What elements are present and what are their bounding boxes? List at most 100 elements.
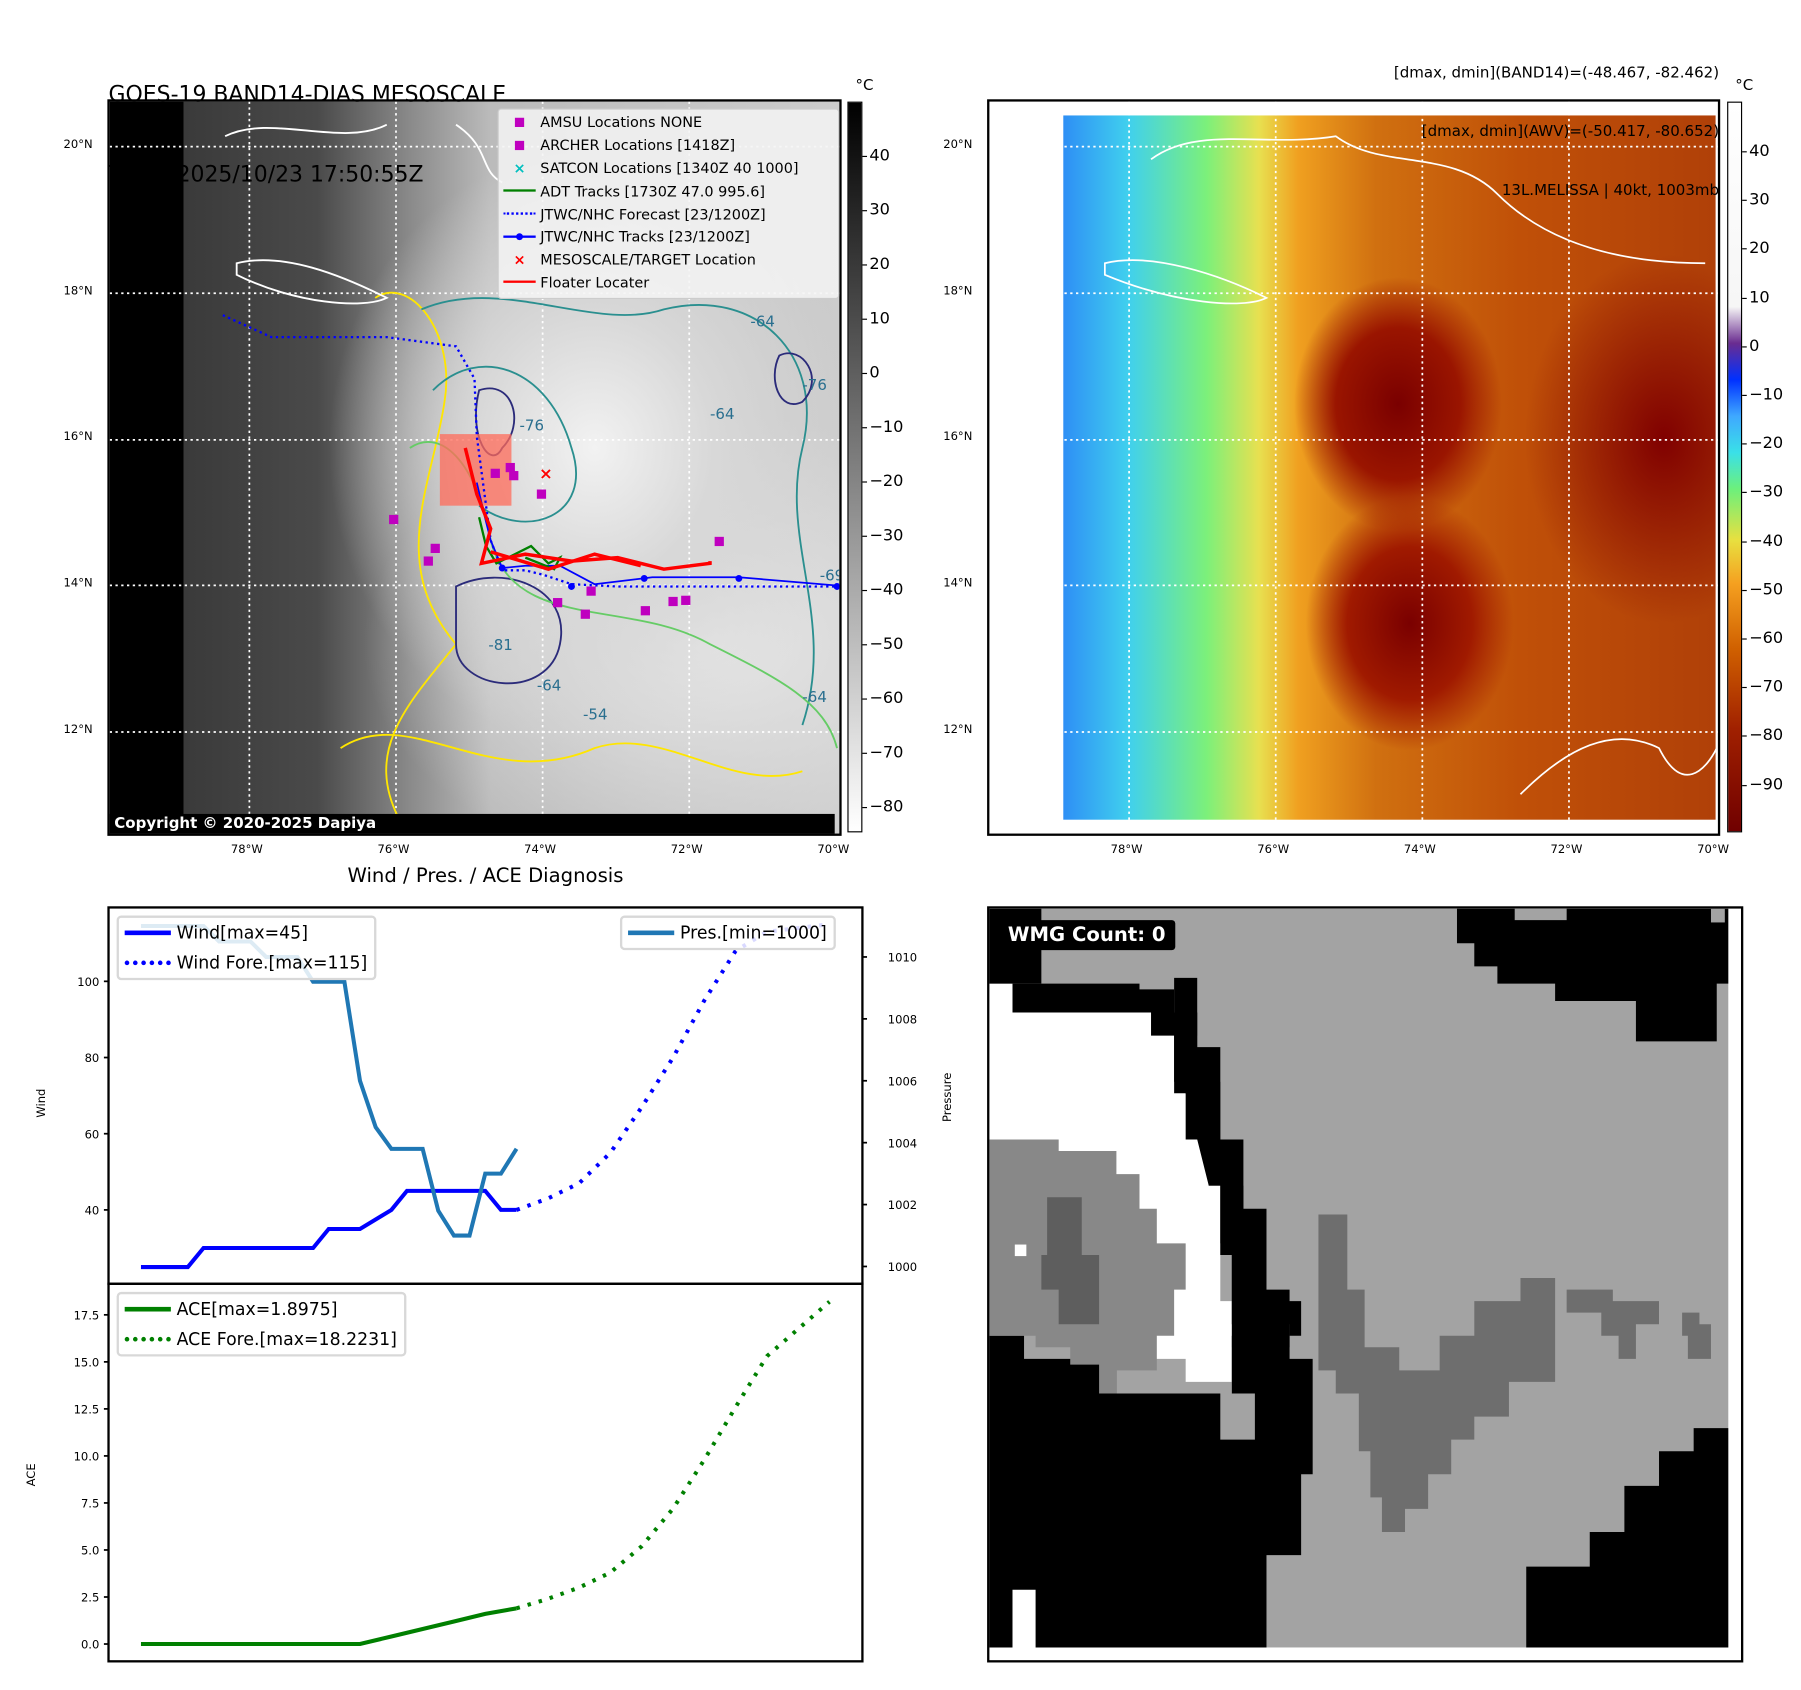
y2-tick-label: 1008: [888, 1012, 917, 1026]
legend-label: JTWC/NHC Tracks [23/1200Z]: [540, 227, 750, 246]
colorbar-tick-label: −40: [1749, 531, 1784, 551]
ir-map-panel: -64 -76 -76 -64 -81 -64 -54 -64 -69 ×: [107, 99, 842, 836]
y-tick-label: 100: [77, 975, 99, 989]
latitude-label: 18°N: [943, 284, 973, 298]
latitude-label: 16°N: [943, 431, 973, 444]
legend-item-ace: ACE[max=1.8975]: [119, 1294, 404, 1324]
colorbar-tick-label: −80: [1749, 726, 1784, 746]
y2-tick-label: 1010: [888, 951, 917, 965]
coastlines: [1103, 135, 1718, 795]
colorbar-tick-mark: [862, 372, 868, 375]
colorbar-tick-label: 40: [1749, 142, 1770, 161]
y-tick-label: 15.0: [74, 1355, 100, 1369]
dotted-line-icon: [119, 960, 177, 966]
colorbar-tick-label: 0: [869, 363, 880, 383]
line-icon: [622, 930, 680, 936]
colorbar-tick-mark: [1742, 589, 1747, 591]
y-tick-label: 12.5: [74, 1403, 100, 1417]
contour-label: -64: [750, 313, 775, 331]
longitude-label: 72°W: [1550, 843, 1583, 857]
contour-label: -69: [820, 567, 842, 585]
colorbar-tick-label: −60: [869, 689, 904, 708]
legend-item-pres: Pres.[min=1000]: [622, 918, 833, 948]
ir-map-overlay: -64 -76 -76 -64 -81 -64 -54 -64 -69 ×: [109, 101, 842, 834]
contour-label: -81: [488, 636, 513, 654]
y-tick-label: 2.5: [81, 1591, 99, 1605]
legend-label: Floater Locater: [540, 273, 650, 291]
colorbar-tick-mark: [1742, 492, 1747, 494]
legend-label: ARCHER Locations [1418Z]: [540, 136, 736, 154]
colorbar-tick-mark: [862, 210, 868, 212]
colorbar-tick-mark: [1742, 297, 1747, 299]
colorbar-tick-mark: [1742, 199, 1747, 202]
awv-imagery: [1063, 115, 1716, 820]
colorbar-tick-label: −40: [869, 580, 904, 600]
y2-tick-label: 1006: [888, 1074, 917, 1088]
ace-legend: ACE[max=1.8975] ACE Fore.[max=18.2231]: [116, 1291, 407, 1357]
colorbar-tick-mark: [862, 155, 868, 158]
colorbar-tick-label: 30: [869, 200, 890, 220]
title-product: GOES-19 BAND14-DIAS MESOSCALE: [108, 81, 507, 108]
band14-range: [dmax, dmin](BAND14)=(-48.467, -82.462): [1393, 64, 1720, 82]
colorbar-tick-label: −20: [1749, 434, 1784, 453]
figure-title: GOES-19 BAND14-DIAS MESOSCALE Time: 2025…: [109, 29, 507, 241]
colorbar-tick-label: 0: [1749, 336, 1760, 356]
colorbar-tick-mark: [862, 589, 868, 592]
latitude-label: 16°N: [63, 431, 93, 444]
colorbar-tick-mark: [1742, 638, 1747, 640]
longitude-label: 74°W: [524, 843, 557, 857]
colorbar-tick-label: 40: [869, 146, 890, 166]
series-line-ace: [140, 1606, 517, 1647]
legend-item-forecast: JTWC/NHC Forecast [23/1200Z]: [499, 202, 838, 225]
legend-label: Wind[max=45]: [176, 922, 308, 944]
legend-item-ace-fore: ACE Fore.[max=18.2231]: [119, 1324, 404, 1354]
latitude-label: 18°N: [63, 284, 93, 298]
contour-label: -76: [802, 376, 827, 394]
diagnosis-title: Wind / Pres. / ACE Diagnosis: [347, 864, 624, 888]
colorbar-tick-label: −10: [869, 417, 904, 437]
wmg-panel: WMG Count: 0: [987, 906, 1744, 1663]
legend-label: MESOSCALE/TARGET Location: [540, 250, 756, 269]
colorbar-tick-label: −20: [869, 472, 904, 491]
right-colorbar-unit: °C: [1735, 77, 1754, 95]
colorbar-tick-mark: [1742, 687, 1747, 689]
legend-label: Wind Fore.[max=115]: [176, 952, 368, 974]
colorbar-tick-mark: [862, 318, 868, 320]
square-marker-icon: [499, 140, 541, 150]
colorbar-tick-mark: [862, 481, 868, 483]
y-tick-label: 80: [85, 1051, 100, 1065]
legend-label: Pres.[min=1000]: [680, 922, 827, 944]
y-tick-label: 7.5: [81, 1497, 99, 1511]
longitude-label: 70°W: [1697, 843, 1730, 857]
line-dot-icon: [499, 233, 541, 240]
series-line-wind-fore-: [515, 922, 830, 1212]
dotted-line-icon: [499, 212, 541, 215]
colorbar-tick-mark: [862, 698, 868, 700]
longitude-label: 76°W: [377, 843, 410, 857]
awv-graticule: [989, 101, 1718, 834]
y-tick-label: 40: [85, 1204, 100, 1218]
colorbar-tick-label: 20: [869, 255, 890, 274]
contour-label: -64: [802, 688, 827, 706]
best-track: [475, 482, 840, 587]
line-icon: [119, 930, 177, 936]
wind-legend: Wind[max=45] Wind Fore.[max=115]: [116, 915, 377, 981]
contour-label: -76: [520, 417, 545, 435]
left-colorbar-unit: °C: [855, 77, 874, 95]
legend-label: ACE[max=1.8975]: [176, 1298, 338, 1320]
colorbar-tick-mark: [1742, 346, 1747, 348]
floater-track: [463, 447, 712, 571]
longitude-label: 76°W: [1257, 843, 1290, 857]
line-icon: [119, 1306, 177, 1312]
latitude-label: 12°N: [943, 723, 973, 737]
storm-status: 13L.MELISSA | 40kt, 1003mb: [1501, 182, 1720, 200]
colorbar-tick-mark: [1742, 540, 1747, 543]
colorbar-tick-label: −70: [869, 743, 904, 762]
colorbar-tick-mark: [862, 264, 868, 266]
legend-label: AMSU Locations NONE: [540, 113, 703, 131]
contour-label: -64: [710, 405, 735, 423]
contour-label: -64: [537, 676, 562, 694]
colorbar-tick-label: −60: [1749, 629, 1784, 648]
colorbar-tick-mark: [1742, 735, 1747, 738]
series-line-ace-fore-: [515, 1300, 831, 1611]
